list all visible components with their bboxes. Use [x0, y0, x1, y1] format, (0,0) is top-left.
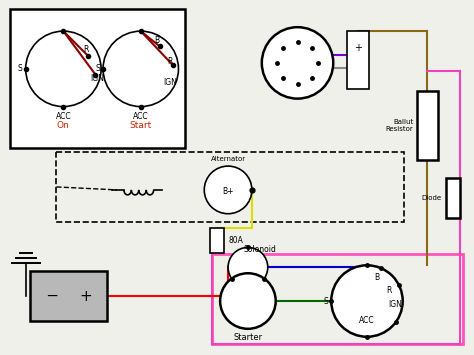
Text: B: B — [374, 273, 379, 282]
Text: ACC: ACC — [359, 316, 375, 325]
Text: Alternator: Alternator — [210, 156, 246, 162]
Text: Solenoid: Solenoid — [243, 245, 276, 255]
Circle shape — [26, 31, 101, 106]
Text: S: S — [324, 296, 328, 306]
Text: +: + — [79, 289, 92, 304]
Text: B: B — [154, 36, 159, 45]
Bar — [212, 255, 463, 344]
Circle shape — [262, 27, 333, 99]
Circle shape — [228, 247, 268, 287]
Text: IGN: IGN — [388, 300, 402, 309]
Bar — [347, 31, 369, 89]
Text: Starter: Starter — [233, 333, 263, 342]
Text: Ballut
Resistor: Ballut Resistor — [386, 119, 414, 132]
Text: ACC: ACC — [55, 111, 71, 120]
Text: Diode: Diode — [421, 195, 441, 201]
Text: +: + — [354, 43, 362, 53]
Bar — [417, 91, 438, 160]
Bar — [447, 178, 460, 218]
Text: 80A: 80A — [228, 236, 243, 245]
Text: IGN: IGN — [90, 74, 104, 83]
Text: R: R — [387, 286, 392, 295]
Bar — [210, 228, 224, 253]
Circle shape — [220, 273, 276, 329]
Text: R: R — [83, 45, 88, 54]
Bar — [10, 9, 185, 148]
Text: B+: B+ — [222, 187, 234, 196]
Circle shape — [103, 31, 179, 106]
Text: ACC: ACC — [133, 111, 148, 120]
Circle shape — [331, 265, 403, 337]
Bar — [30, 271, 107, 321]
Text: ─: ─ — [47, 289, 56, 304]
Text: Start: Start — [129, 121, 152, 130]
Text: On: On — [57, 121, 70, 130]
Text: S: S — [18, 64, 23, 73]
Text: S: S — [95, 64, 100, 73]
Text: IGN: IGN — [164, 77, 177, 87]
Circle shape — [204, 166, 252, 214]
Bar — [56, 152, 404, 222]
Text: R: R — [167, 57, 173, 66]
